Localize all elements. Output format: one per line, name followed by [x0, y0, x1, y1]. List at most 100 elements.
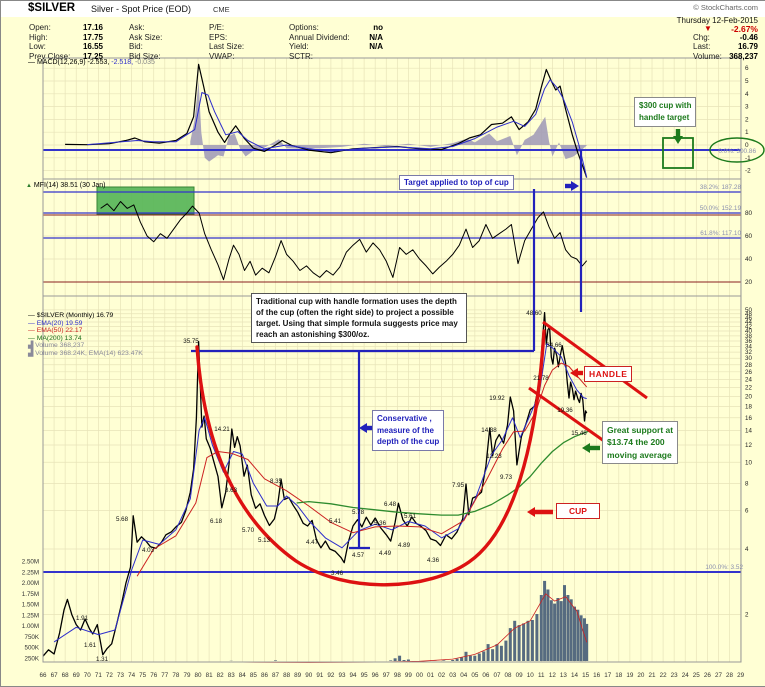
price-point-label: 48.60 — [526, 310, 542, 317]
price-point-label: 5.61 — [404, 513, 417, 520]
legend-item: — $SILVER (Monthly) 16.79 — [28, 312, 143, 320]
x-axis-label: 72 — [106, 672, 114, 679]
quote-value: 16.55 — [33, 42, 103, 51]
legend-item: ▟ Volume 368,237 — [28, 342, 143, 350]
mfi-axis-label: 20 — [745, 279, 753, 286]
volume-bar — [518, 625, 521, 661]
price-axis-label: 26 — [745, 369, 752, 376]
volume-bar — [451, 660, 454, 661]
volume-bar — [496, 644, 499, 661]
price-point-label: 6.48 — [384, 501, 397, 508]
x-axis-label: 69 — [73, 672, 81, 679]
quote-value: N/A — [313, 42, 383, 51]
x-axis-label: 97 — [383, 672, 391, 679]
price-point-label: 1.91 — [76, 615, 89, 622]
volume-bar — [556, 598, 559, 661]
price-point-label: 5.70 — [242, 527, 255, 534]
x-axis-label: 09 — [516, 672, 524, 679]
x-axis-label: 05 — [471, 672, 479, 679]
volume-axis-label: 500K — [25, 645, 40, 652]
volume-bar — [573, 607, 576, 661]
price-axis-label: 4 — [745, 546, 749, 553]
quote-label: Yield: — [289, 42, 309, 51]
handle-trendline — [543, 322, 647, 398]
price-point-label: 12.23 — [486, 453, 502, 460]
price-axis-label: 8 — [745, 480, 749, 487]
volume-bar — [550, 600, 553, 661]
x-axis-label: 67 — [51, 672, 59, 679]
price-point-label: 5.68 — [116, 516, 129, 523]
price-point-label: 34.66 — [546, 342, 562, 349]
x-axis-label: 19 — [626, 672, 634, 679]
x-axis-label: 13 — [560, 672, 568, 679]
series-volume-ema-14- — [242, 594, 586, 663]
volume-bar — [504, 641, 507, 661]
price-point-label: 4.36 — [427, 557, 440, 564]
legend-text: EMA(50) 22.17 — [37, 327, 83, 334]
price-axis-label: 14 — [745, 427, 752, 434]
macd-axis-label: 6 — [745, 65, 749, 72]
annotation-arrow — [359, 423, 367, 433]
x-axis-label: 16 — [593, 672, 601, 679]
legend-text: MA(200) 13.74 — [37, 335, 82, 342]
x-axis-label: 99 — [405, 672, 413, 679]
mfi-value: MFI(14) 38.51 (30 Jan) — [32, 182, 106, 189]
x-axis-label: 74 — [128, 672, 136, 679]
fib-label: 61.8%: 117.10 — [700, 230, 741, 237]
down-triangle-icon: ▼ — [704, 24, 712, 33]
price-axis-label: 22 — [745, 385, 752, 392]
x-axis-label: 28 — [726, 672, 734, 679]
quote-value: no — [313, 23, 383, 32]
quote-value: N/A — [313, 33, 383, 42]
legend-text: $SILVER (Monthly) 16.79 — [37, 312, 114, 319]
x-axis-label: 89 — [294, 672, 302, 679]
x-axis-label: 73 — [117, 672, 125, 679]
volume-bar — [274, 660, 277, 661]
legend-swatch-icon: — — [28, 320, 37, 327]
price-point-label: 5.36 — [374, 520, 387, 527]
macd-axis-label: -2 — [745, 168, 751, 175]
symbol-description: Silver - Spot Price (EOD) — [91, 4, 191, 14]
x-axis-label: 11 — [538, 672, 545, 679]
price-point-label: 5.78 — [352, 509, 365, 516]
volume-bar — [398, 656, 401, 661]
price-point-label: 4.49 — [379, 550, 392, 557]
price-axis-label: 10 — [745, 459, 752, 466]
annotation-target-top: Target applied to top of cup — [399, 175, 514, 190]
volume-bars — [230, 581, 589, 661]
price-point-label: 6.18 — [210, 518, 223, 525]
price-point-label: 14.38 — [481, 427, 497, 434]
x-axis-label: 80 — [195, 672, 203, 679]
legend-swatch-icon: — — [28, 335, 37, 342]
macd-value-2: -2.518, — [109, 59, 133, 66]
annotation-arrow — [571, 181, 579, 191]
volume-bar — [513, 621, 516, 661]
price-point-label: 19.36 — [557, 407, 573, 414]
volume-axis-label: 1.50M — [22, 602, 39, 609]
quote-label: P/E: — [209, 23, 224, 32]
annotation-conservative: Conservative , measure of the depth of t… — [372, 410, 444, 451]
x-axis-label: 85 — [250, 672, 258, 679]
volume-bar — [540, 595, 543, 661]
annotation-arrow-shaft — [676, 129, 680, 136]
x-axis-label: 88 — [283, 672, 291, 679]
price-point-label: 7.95 — [452, 482, 465, 489]
quote-label: Last Size: — [209, 42, 244, 51]
price-axis-label: 20 — [745, 394, 752, 401]
fib-label: 50.0%: 152.19 — [700, 205, 742, 212]
macd-value-3: -0.035 — [133, 59, 155, 66]
mfi-axis-label: 60 — [745, 233, 753, 240]
x-axis-label: 70 — [84, 672, 92, 679]
annotation-explanation: Traditional cup with handle formation us… — [251, 293, 467, 343]
x-axis-label: 10 — [527, 672, 535, 679]
x-axis-label: 15 — [582, 672, 590, 679]
volume-bar — [473, 656, 476, 661]
x-axis-label: 90 — [305, 672, 313, 679]
annotation-arrow-shaft — [535, 510, 553, 514]
x-axis-label: 96 — [372, 672, 380, 679]
annotation-support: Great support at $13.74 the 200 moving a… — [602, 421, 678, 464]
x-axis-label: 18 — [615, 672, 623, 679]
price-axis-label: 28 — [745, 362, 752, 369]
volume-bar — [460, 657, 463, 661]
